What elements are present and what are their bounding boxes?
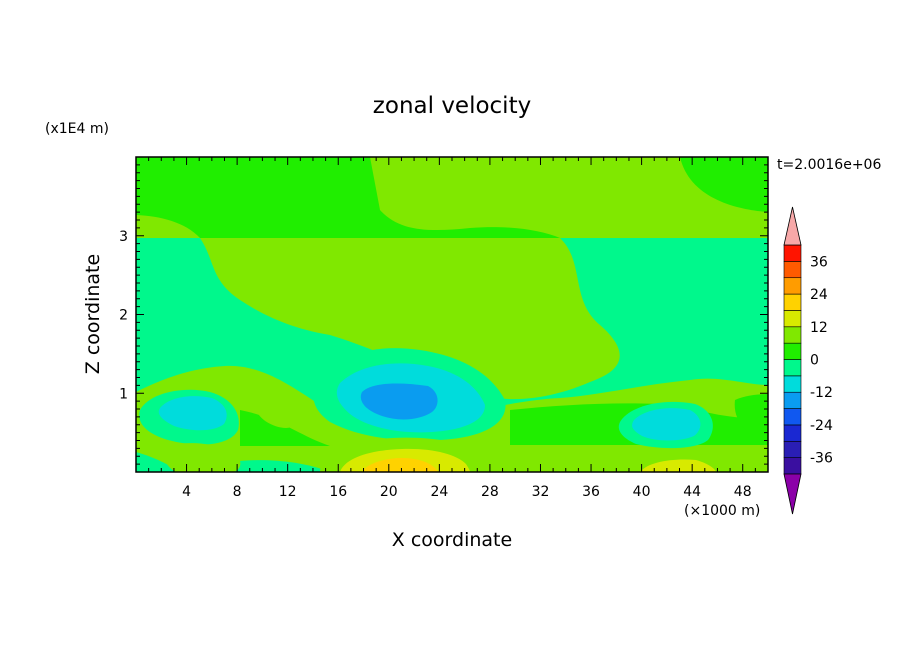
colorbar-box	[783, 310, 802, 328]
colorbar-box	[783, 293, 802, 311]
x-tick-label: 8	[233, 484, 242, 500]
x-tick-label: 12	[279, 484, 297, 500]
mid-positive-region	[200, 238, 620, 400]
x-axis: 4 8 12 16 20 24 28 32 36 40 44 48	[135, 157, 769, 500]
x-axis-label: X coordinate	[392, 529, 512, 551]
x-tick-label: 4	[182, 484, 191, 500]
left-surface-positive	[163, 443, 241, 472]
x-tick-label: 36	[582, 484, 600, 500]
colorbar-tick-label: 0	[810, 353, 819, 369]
x-tick-label: 44	[683, 484, 701, 500]
colorbar-box	[783, 391, 802, 409]
upper-positive-lobe	[370, 157, 768, 238]
colorbar-box	[783, 440, 802, 458]
y-axis: 1 2 3	[119, 156, 768, 473]
colorbar-box	[783, 359, 802, 377]
small-positive-blob	[255, 393, 298, 428]
colorbar-upper-extension	[783, 206, 802, 246]
bottom-left-cyan	[136, 452, 180, 472]
upper-left-positive	[136, 215, 200, 238]
time-label: t=2.0016e+06	[777, 157, 881, 173]
central-negative-core	[360, 383, 438, 420]
x-tick-label: 24	[430, 484, 448, 500]
mid-zero-strip-left	[240, 410, 330, 446]
colorbar-tick-label: 36	[810, 254, 828, 270]
right-surface-positive	[640, 459, 716, 472]
plot-area	[136, 157, 768, 472]
colorbar-tick-label: -12	[810, 385, 833, 401]
x-tick-label: 40	[633, 484, 651, 500]
colorbar-tick-label: 12	[810, 320, 828, 336]
x-tick-label: 20	[380, 484, 398, 500]
y-unit-label: (x1E4 m)	[45, 121, 109, 137]
right-negative-cell	[632, 408, 701, 441]
chart-title: zonal velocity	[373, 93, 531, 119]
bottom-band-cyan	[230, 460, 330, 472]
x-unit-label: (×1000 m)	[684, 503, 760, 519]
right-edge-blob	[734, 394, 768, 440]
y-tick-label: 2	[119, 308, 128, 324]
colorbar-box	[783, 244, 802, 262]
colorbar-box	[783, 261, 802, 279]
colorbar-tick-label: 24	[810, 287, 828, 303]
colorbar-lower-extension	[783, 473, 802, 515]
colorbar-tick-label: -36	[810, 451, 833, 467]
x-tick-label: 28	[481, 484, 499, 500]
y-tick-label: 3	[119, 229, 128, 245]
colorbar-box	[783, 375, 802, 393]
colorbar-box	[783, 277, 802, 295]
y-axis-label: Z coordinate	[82, 254, 104, 374]
y-tick-label: 1	[119, 386, 128, 402]
x-tick-label: 32	[532, 484, 550, 500]
colorbar-box	[783, 326, 802, 344]
left-negative-cell	[158, 396, 227, 431]
colorbar-box	[783, 457, 802, 475]
x-tick-label: 48	[734, 484, 752, 500]
colorbar-box	[783, 424, 802, 442]
colorbar-box	[783, 408, 802, 426]
surface-positive-jet	[362, 458, 438, 472]
colorbar-box	[783, 342, 802, 360]
colorbar: 36 24 12 0 -12 -24 -36	[783, 206, 833, 515]
colorbar-tick-label: -24	[810, 418, 833, 434]
x-tick-label: 16	[329, 484, 347, 500]
